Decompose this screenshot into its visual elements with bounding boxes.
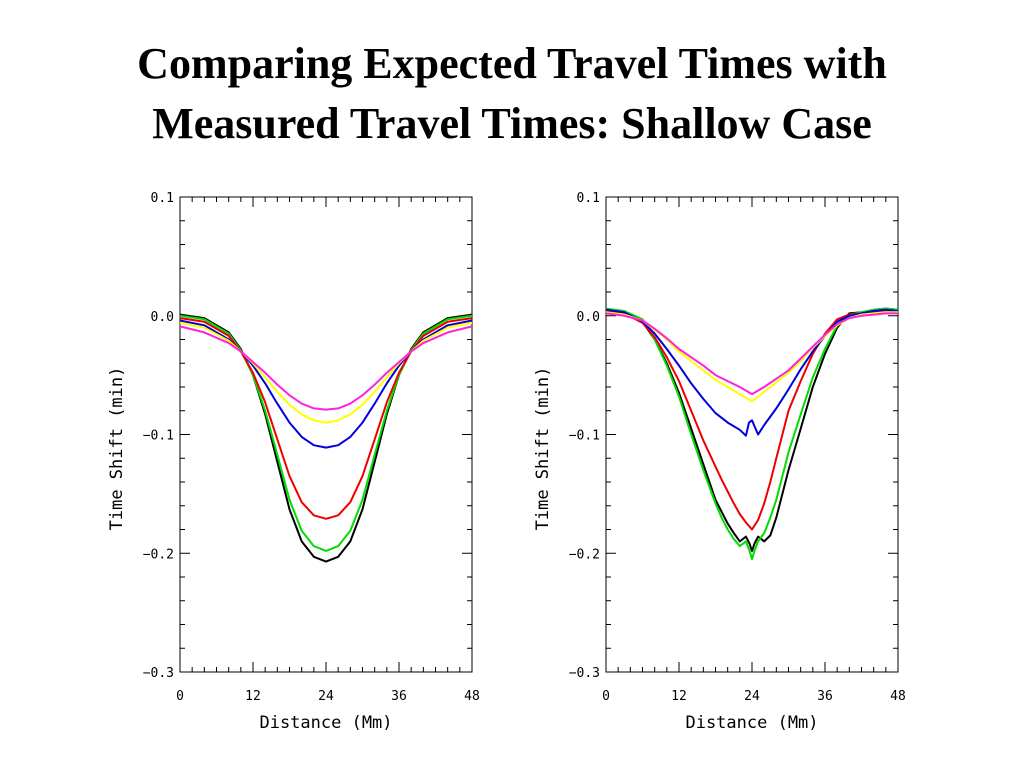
y-tick-label: −0.1: [143, 429, 174, 444]
y-axis-label: Time Shift (min): [533, 367, 553, 531]
slide-title-line-2: Measured Travel Times: Shallow Case: [152, 99, 872, 148]
x-tick-label: 24: [744, 689, 760, 704]
slide-title-line-1: Comparing Expected Travel Times with: [137, 39, 887, 88]
chart-expected: 0 12 24 36 48 0.1 0.0 −0.1 −0.2 −0.3 Distance (Mm)…: [107, 191, 480, 733]
series-line-3: [605, 310, 899, 531]
series-line-5: [179, 321, 473, 424]
y-tick-label: −0.2: [569, 547, 600, 562]
series-line-4: [179, 319, 473, 449]
axis-ticks: [605, 196, 899, 673]
x-tick-label: 0: [602, 689, 610, 704]
series-line-4: [605, 308, 899, 437]
y-tick-label: 0.0: [151, 310, 174, 325]
series-line-1: [605, 307, 899, 552]
series-line-2: [605, 307, 899, 561]
series-line-6: [605, 312, 898, 396]
y-tick-label: 0.1: [151, 191, 174, 206]
chart-measured: 0 12 24 36 48 0.1 0.0 −0.1 −0.2 −0.3 Distance (Mm)…: [533, 191, 906, 733]
x-axis-label: Distance (Mm): [685, 713, 818, 733]
y-tick-label: −0.3: [569, 666, 600, 681]
axis-ticks: [179, 196, 473, 673]
x-axis-label: Distance (Mm): [259, 713, 392, 733]
x-tick-label: 12: [671, 689, 687, 704]
series-line-6: [179, 325, 473, 411]
x-tick-label: 48: [890, 689, 906, 704]
x-tick-label: 48: [464, 689, 480, 704]
y-tick-label: −0.2: [143, 547, 174, 562]
series-line-2: [179, 314, 473, 552]
y-axis-label: Time Shift (min): [107, 367, 127, 531]
slide-title: Comparing Expected Travel Times with Mea…: [0, 34, 1024, 154]
x-tick-label: 36: [817, 689, 833, 704]
plot-frame: [179, 196, 473, 673]
x-tick-label: 24: [318, 689, 334, 704]
y-tick-label: 0.1: [577, 191, 600, 206]
plot-frame: [605, 196, 899, 673]
series-line-1: [179, 313, 473, 563]
y-tick-label: 0.0: [577, 310, 600, 325]
series-line-3: [179, 317, 473, 520]
x-tick-label: 12: [245, 689, 261, 704]
x-tick-label: 0: [176, 689, 184, 704]
y-tick-label: −0.3: [143, 666, 174, 681]
x-tick-label: 36: [391, 689, 407, 704]
y-tick-label: −0.1: [569, 429, 600, 444]
